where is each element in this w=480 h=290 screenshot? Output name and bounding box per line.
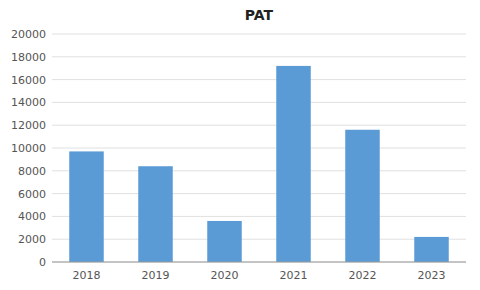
bars xyxy=(69,66,449,262)
x-tick-label: 2018 xyxy=(73,269,101,282)
bar xyxy=(138,166,173,262)
grid-line xyxy=(52,262,466,263)
y-tick-label: 14000 xyxy=(11,96,46,109)
bar xyxy=(207,221,242,262)
grid xyxy=(52,34,466,262)
y-tick-label: 2000 xyxy=(18,233,46,246)
grid-line xyxy=(52,34,466,35)
y-tick-label: 12000 xyxy=(11,119,46,132)
bar xyxy=(276,66,311,262)
x-axis-line xyxy=(52,262,466,263)
y-axis: 0 2000 4000 6000 8000 10000 12000 14000 16000 180… xyxy=(11,28,46,269)
title: PAT xyxy=(245,7,274,23)
y-tick-label: 18000 xyxy=(11,51,46,64)
x-tick-label: 2019 xyxy=(142,269,170,282)
y-tick-label: 10000 xyxy=(11,142,46,155)
grid-line xyxy=(52,193,466,194)
y-tick-label: 8000 xyxy=(18,165,46,178)
y-tick-label: 20000 xyxy=(11,28,46,41)
chart-svg: PAT 0 2000 4000 6000 8000 10000 12000 14000 16000… xyxy=(0,0,480,290)
y-tick-label: 16000 xyxy=(11,74,46,87)
y-tick-label: 0 xyxy=(39,256,46,269)
grid-line xyxy=(52,125,466,126)
grid-line xyxy=(52,56,466,57)
x-axis: 2018 2019 2020 2021 2022 2023 xyxy=(73,269,446,282)
y-tick-label: 6000 xyxy=(18,188,46,201)
x-tick-label: 2023 xyxy=(418,269,446,282)
grid-line xyxy=(52,239,466,240)
x-tick-label: 2022 xyxy=(349,269,377,282)
x-tick-label: 2021 xyxy=(280,269,308,282)
grid-line xyxy=(52,148,466,149)
grid-line xyxy=(52,79,466,80)
grid-line xyxy=(52,170,466,171)
x-tick-label: 2020 xyxy=(211,269,239,282)
grid-line xyxy=(52,216,466,217)
grid-line xyxy=(52,102,466,103)
bar xyxy=(345,130,380,262)
bar xyxy=(69,151,104,262)
bar xyxy=(414,237,449,262)
chart-container: PAT 0 2000 4000 6000 8000 10000 12000 14000 16000… xyxy=(0,0,480,290)
y-tick-label: 4000 xyxy=(18,210,46,223)
